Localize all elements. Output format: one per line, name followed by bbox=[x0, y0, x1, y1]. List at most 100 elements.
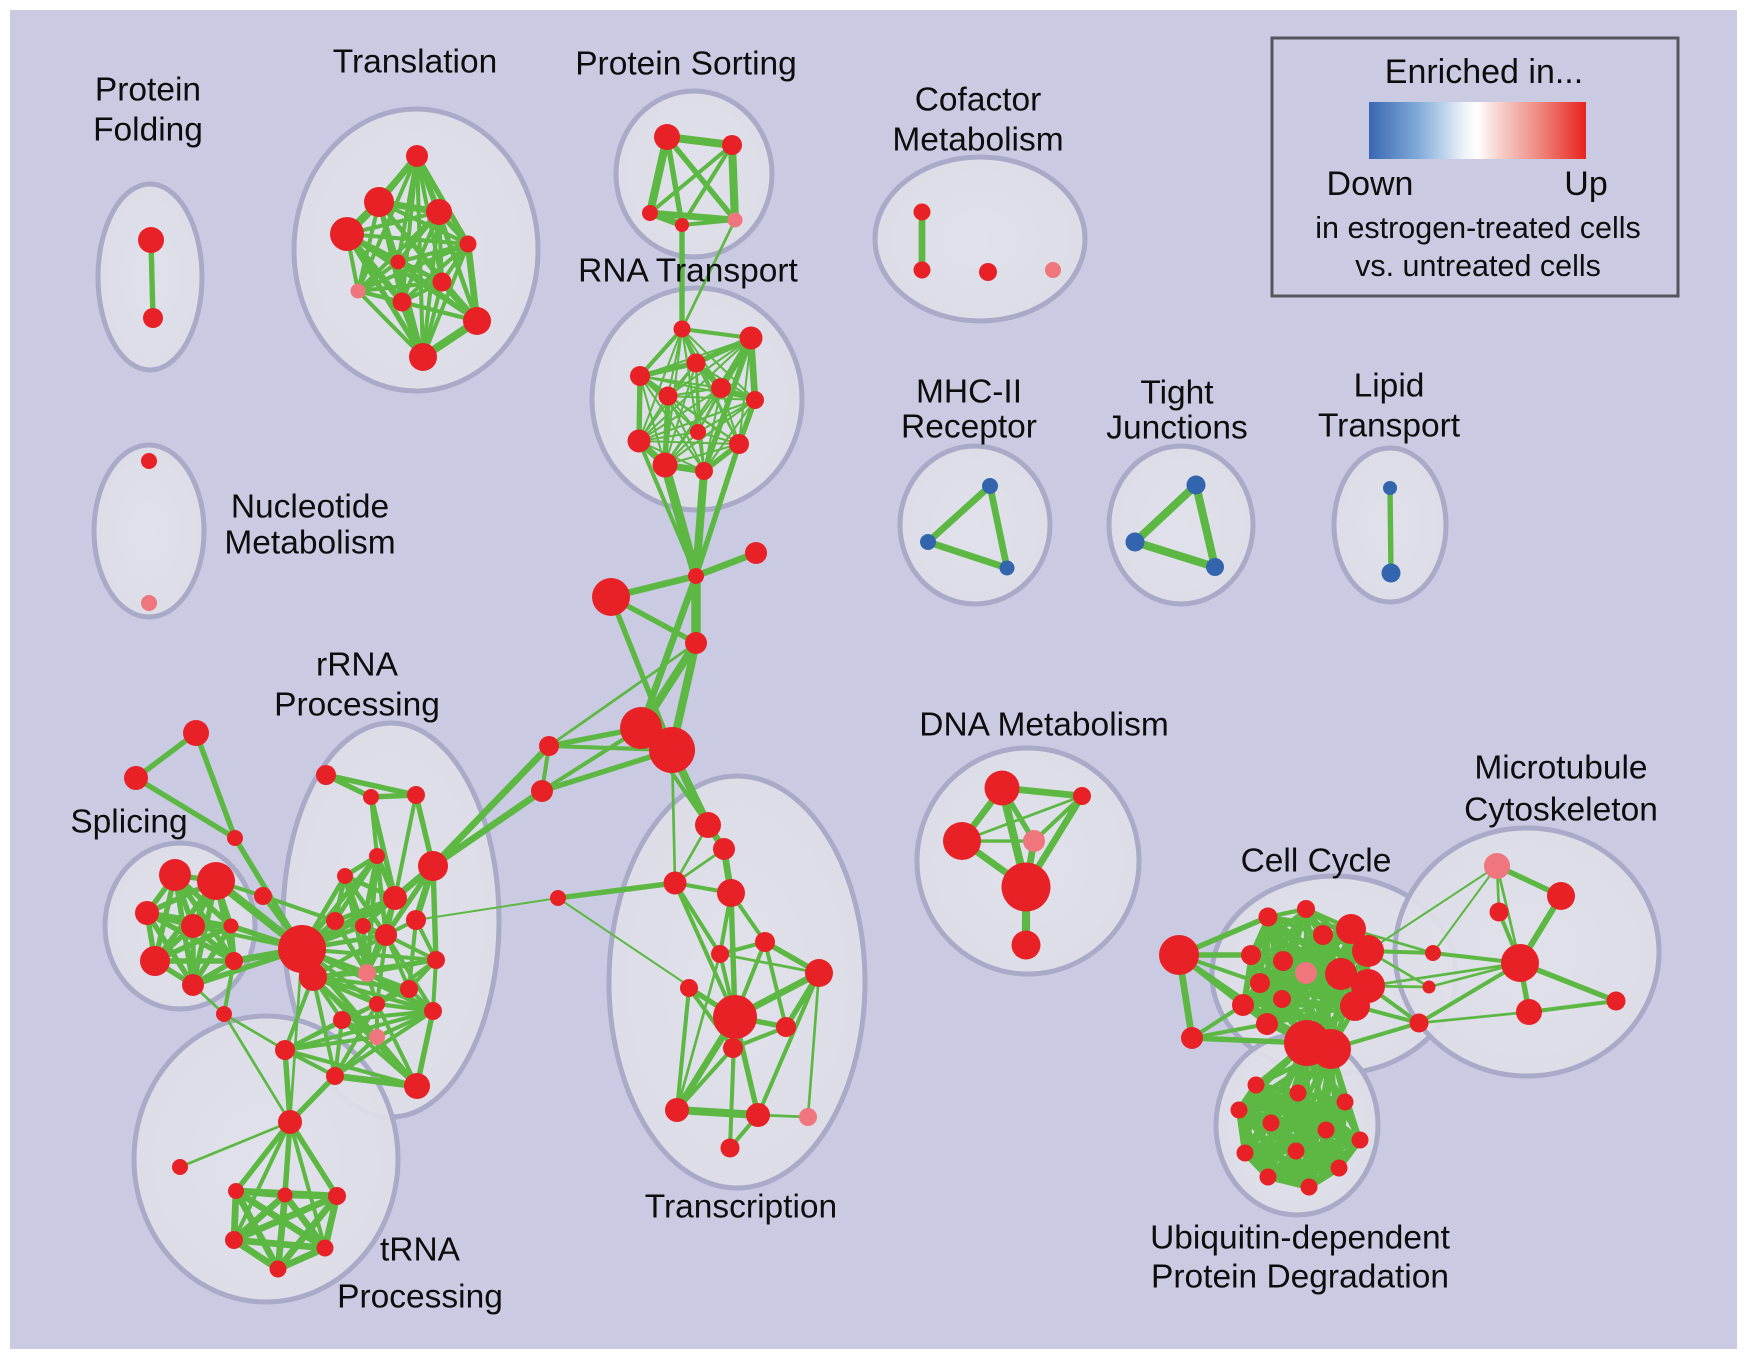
gene-set-node-rtc bbox=[686, 353, 706, 373]
edge bbox=[1248, 926, 1354, 958]
gene-set-node-b3 bbox=[1336, 1093, 1354, 1111]
gene-set-node-s9 bbox=[254, 887, 272, 905]
gene-set-node-rtg bbox=[746, 391, 764, 409]
edge bbox=[231, 1119, 293, 1243]
edge bbox=[637, 572, 700, 732]
gene-set-node-rte bbox=[658, 386, 678, 406]
gene-set-node-nm2 bbox=[141, 595, 157, 611]
cluster-label-ubiquitin-line2: Protein Degradation bbox=[1151, 1259, 1449, 1296]
cluster-label-cofactor-metabolism-line2: Metabolism bbox=[892, 122, 1063, 159]
edge bbox=[323, 772, 419, 798]
gene-set-node-s5 bbox=[223, 918, 239, 934]
gene-set-node-t1 bbox=[183, 720, 209, 746]
gene-set-node-n2 bbox=[531, 780, 553, 802]
cluster-label-ubiquitin-line1: Ubiquitin-dependent bbox=[1150, 1220, 1451, 1257]
edge bbox=[679, 326, 754, 341]
gene-set-node-T11 bbox=[723, 1038, 743, 1058]
edge bbox=[680, 218, 737, 331]
gene-set-node-t2 bbox=[124, 766, 148, 790]
gene-set-node-chH bbox=[592, 578, 630, 616]
gene-set-node-chm bbox=[688, 568, 704, 584]
gene-set-node-m4 bbox=[1501, 944, 1539, 982]
edge bbox=[666, 336, 753, 398]
edge bbox=[260, 893, 338, 924]
edge bbox=[663, 442, 741, 467]
gene-set-node-rti bbox=[627, 429, 651, 453]
gene-set-node-s6 bbox=[140, 946, 170, 976]
gene-set-node-tr4 bbox=[330, 217, 364, 251]
gene-set-node-s2 bbox=[197, 862, 235, 900]
gene-set-node-cc9 bbox=[1325, 958, 1357, 990]
gene-set-node-x1 bbox=[216, 1006, 232, 1022]
edge bbox=[399, 153, 420, 305]
legend-down-label: Down bbox=[1327, 165, 1414, 203]
edge bbox=[233, 1119, 293, 1194]
edge bbox=[637, 398, 757, 443]
edge bbox=[222, 1012, 292, 1124]
edge bbox=[960, 794, 1084, 843]
gene-set-node-T9 bbox=[713, 995, 757, 1039]
gene-set-node-m1 bbox=[1484, 853, 1510, 879]
gene-set-node-tr11 bbox=[409, 343, 437, 371]
gene-set-node-u3 bbox=[277, 1187, 293, 1203]
edge bbox=[1265, 1040, 1310, 1180]
gene-set-node-c0 bbox=[1159, 935, 1199, 975]
gene-set-node-chP bbox=[620, 707, 662, 749]
legend-up-label: Up bbox=[1564, 165, 1607, 203]
gene-set-node-n1 bbox=[539, 736, 559, 756]
gene-set-node-cc7 bbox=[1273, 951, 1293, 971]
gene-set-node-r8 bbox=[406, 910, 426, 930]
gene-set-node-x2 bbox=[1425, 945, 1441, 961]
edge bbox=[638, 374, 706, 473]
gene-set-node-tr3 bbox=[426, 199, 452, 225]
gene-set-node-r3 bbox=[407, 786, 425, 804]
edge bbox=[637, 326, 685, 379]
gene-set-node-cc11 bbox=[1250, 973, 1270, 993]
gene-set-node-cc4 bbox=[1336, 914, 1366, 944]
gene-set-node-tj2 bbox=[1125, 532, 1145, 552]
gene-set-node-b8 bbox=[1236, 1144, 1254, 1162]
gene-set-node-tr8 bbox=[350, 283, 366, 299]
gene-set-node-r21 bbox=[404, 1073, 430, 1099]
nodes-layer bbox=[124, 124, 1626, 1278]
edge bbox=[555, 880, 678, 901]
legend-caption-line2: vs. untreated cells bbox=[1355, 249, 1601, 283]
gene-set-node-T7 bbox=[805, 959, 833, 987]
edge bbox=[1387, 485, 1394, 576]
gene-set-node-rtk bbox=[652, 452, 678, 478]
cluster-label-splicing: Splicing bbox=[70, 804, 187, 841]
cluster-label-mhc-ii-receptor-line1: MHC-II bbox=[916, 374, 1022, 411]
gene-set-node-cf3 bbox=[979, 263, 997, 281]
edge bbox=[679, 217, 738, 228]
edge bbox=[355, 288, 426, 360]
gene-set-node-T2 bbox=[713, 838, 735, 860]
edge bbox=[148, 237, 156, 321]
edge bbox=[282, 1034, 380, 1053]
edge bbox=[986, 482, 1011, 572]
edge bbox=[806, 971, 821, 1119]
edge bbox=[696, 398, 757, 434]
gene-set-node-r5 bbox=[418, 851, 448, 881]
gene-set-node-tr10 bbox=[463, 307, 491, 335]
gene-set-node-b5 bbox=[1262, 1114, 1280, 1132]
gene-set-node-ps5 bbox=[727, 212, 743, 228]
edge bbox=[924, 538, 1011, 572]
gene-set-node-rtb bbox=[739, 326, 763, 350]
gene-set-node-c1 bbox=[1181, 1027, 1203, 1049]
edge bbox=[190, 923, 234, 988]
edge bbox=[702, 398, 757, 473]
edge bbox=[647, 142, 735, 216]
gene-set-node-r16 bbox=[424, 1002, 442, 1020]
gene-set-node-r10 bbox=[355, 918, 371, 934]
gene-set-node-d3 bbox=[943, 822, 981, 860]
cluster-label-protein-sorting: Protein Sorting bbox=[575, 46, 797, 83]
gene-set-node-tr5 bbox=[459, 235, 477, 253]
gene-set-node-u5 bbox=[225, 1231, 243, 1249]
gene-set-node-b11 bbox=[1259, 1168, 1277, 1186]
gene-set-node-d6 bbox=[1011, 930, 1041, 960]
cluster-label-trna-processing-line2: Processing bbox=[337, 1279, 503, 1316]
legend-box bbox=[1270, 36, 1680, 298]
edge bbox=[133, 775, 238, 841]
gene-set-node-rta bbox=[673, 320, 691, 338]
